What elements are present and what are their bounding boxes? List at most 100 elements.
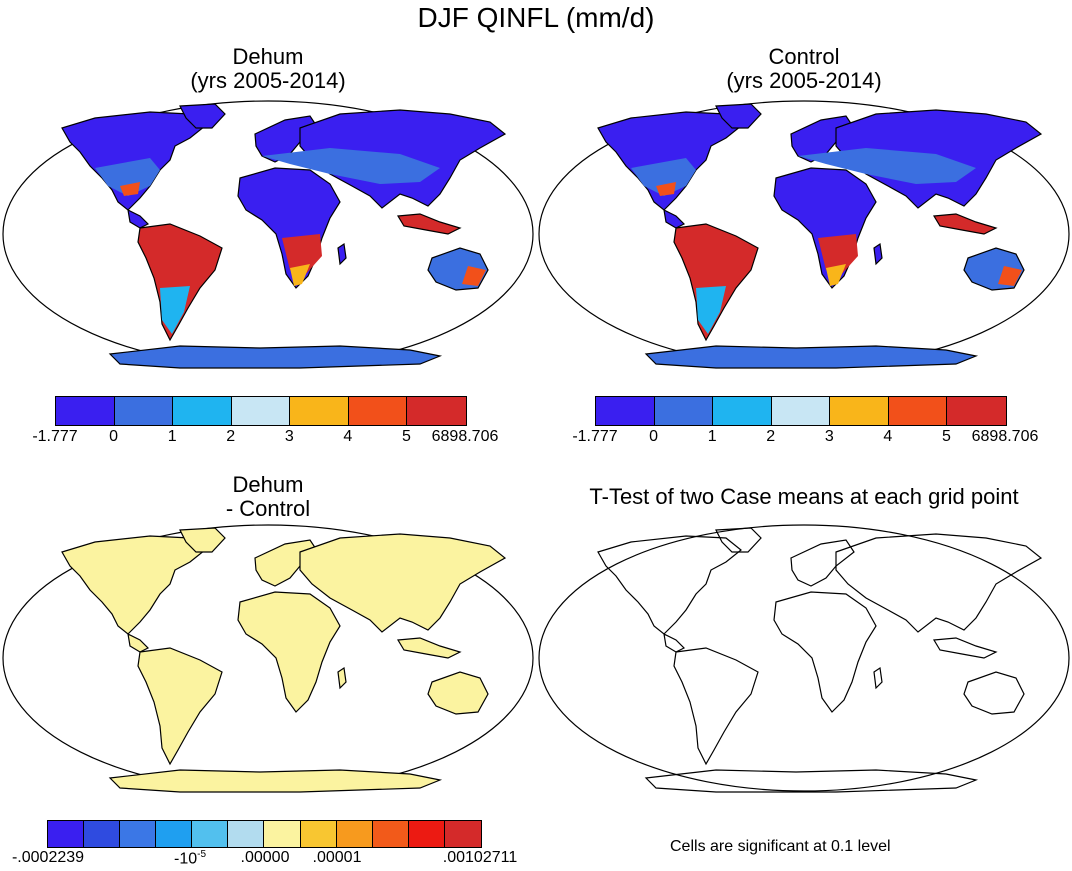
control-colorbar-swatch-1 — [654, 397, 714, 425]
diff-indonesia — [396, 637, 462, 659]
control-map-content — [538, 100, 1070, 369]
ttest-panel-title: T-Test of two Case means at each grid po… — [536, 485, 1072, 509]
diff-colorbar-swatch-4 — [192, 821, 229, 847]
control-title-line1: Control — [768, 44, 840, 69]
dehum-colorbar-swatch-3 — [231, 397, 291, 425]
dehum-colorbar-tick-0: -1.777 — [32, 428, 78, 445]
significance-note: Cells are significant at 0.1 level — [670, 838, 891, 855]
dehum-greenland — [179, 103, 226, 129]
diff-south-america — [137, 647, 223, 766]
ttest-europe — [790, 539, 855, 587]
ttest-map — [538, 524, 1070, 793]
dehum-north-america-se — [120, 182, 140, 196]
control-map — [538, 100, 1070, 369]
dehum-title-line1: Dehum — [232, 44, 304, 69]
ttest-antarctica — [644, 769, 979, 793]
ttest-central-america — [663, 632, 686, 653]
control-africa-south-edge — [826, 264, 846, 286]
control-south-america-south — [696, 286, 726, 334]
diff-madagascar — [337, 666, 347, 690]
control-north-america-band — [631, 158, 696, 196]
control-colorbar — [595, 396, 1007, 426]
dehum-colorbar-swatch-2 — [173, 397, 232, 425]
diff-tick-max: .00102711 — [442, 849, 518, 866]
diff-greenland — [179, 527, 226, 553]
ttest-asia — [835, 533, 1043, 633]
diff-colorbar-swatch-6 — [264, 821, 301, 847]
control-south-america — [673, 223, 759, 342]
diff-tick-neg-exp: -5 — [197, 849, 207, 860]
diff-map-content — [2, 524, 534, 793]
diff-colorbar — [47, 820, 482, 848]
control-north-america-se — [656, 182, 676, 196]
control-colorbar-tick-1: 0 — [649, 428, 659, 445]
dehum-australia-east — [462, 266, 486, 286]
dehum-north-america-band — [95, 158, 160, 196]
diff-colorbar-swatch-9 — [372, 821, 409, 847]
control-colorbar-tick-5: 4 — [883, 428, 893, 445]
diff-colorbar-swatch-1 — [84, 821, 121, 847]
dehum-madagascar — [337, 242, 347, 266]
dehum-colorbar-swatch-1 — [114, 397, 174, 425]
diff-colorbar-swatch-5 — [228, 821, 265, 847]
control-colorbar-swatch-3 — [771, 397, 831, 425]
diff-colorbar-swatch-3 — [156, 821, 193, 847]
ttest-indonesia — [932, 637, 998, 659]
dehum-africa-south-wet — [282, 234, 322, 276]
diff-tick-neg: -10-5 — [174, 849, 206, 868]
dehum-title-line2: (yrs 2005-2014) — [190, 68, 346, 93]
control-central-america — [663, 208, 686, 229]
dehum-colorbar-tick-6: 5 — [401, 428, 411, 445]
dehum-map — [2, 100, 534, 369]
control-colorbar-swatch-4 — [830, 397, 889, 425]
dehum-antarctica — [108, 345, 443, 369]
dehum-colorbar-tick-7: 6898.706 — [431, 428, 499, 445]
control-colorbar-tick-6: 5 — [941, 428, 951, 445]
control-greenland — [715, 103, 762, 129]
dehum-map-content — [2, 100, 534, 369]
control-africa-south-wet — [818, 234, 858, 276]
diff-colorbar-swatch-11 — [444, 821, 481, 847]
dehum-central-america — [127, 208, 150, 229]
dehum-colorbar-tick-3: 2 — [226, 428, 236, 445]
control-eurasia-band — [798, 148, 976, 184]
control-colorbar-tick-0: -1.777 — [572, 428, 618, 445]
ttest-greenland — [715, 527, 762, 553]
diff-title-line2: - Control — [225, 496, 311, 521]
control-australia-east — [998, 266, 1022, 286]
dehum-indonesia — [396, 213, 462, 235]
dehum-eurasia-band — [262, 148, 440, 184]
dehum-colorbar-tick-4: 3 — [284, 428, 294, 445]
dehum-colorbar — [55, 396, 467, 426]
diff-central-america — [127, 632, 150, 653]
diff-map — [2, 524, 534, 793]
diff-colorbar-swatch-7 — [300, 821, 337, 847]
diff-title-line1: Dehum — [232, 472, 304, 497]
diff-antarctica — [108, 769, 443, 793]
ttest-title: T-Test of two Case means at each grid po… — [589, 484, 1019, 509]
diff-colorbar-swatch-2 — [120, 821, 157, 847]
diff-tick-min: -.0002239 — [11, 849, 85, 866]
control-colorbar-tick-3: 2 — [766, 428, 776, 445]
control-colorbar-tick-2: 1 — [707, 428, 717, 445]
control-madagascar — [873, 242, 883, 266]
diff-colorbar-swatch-0 — [48, 821, 85, 847]
dehum-south-america-south — [160, 286, 190, 334]
control-title-line2: (yrs 2005-2014) — [726, 68, 882, 93]
diff-colorbar-swatch-10 — [408, 821, 445, 847]
diff-panel-title: Dehum - Control — [0, 473, 536, 521]
control-colorbar-swatch-0 — [596, 397, 655, 425]
diff-australia — [427, 671, 489, 715]
diff-tick-zero: .00000 — [240, 849, 290, 866]
ttest-north-america — [597, 535, 742, 635]
dehum-africa-south-edge — [290, 264, 310, 286]
control-panel-title: Control (yrs 2005-2014) — [536, 45, 1072, 93]
ttest-australia — [963, 671, 1025, 715]
dehum-colorbar-tick-1: 0 — [109, 428, 119, 445]
diff-tick-neg-base: -10 — [173, 850, 198, 868]
dehum-colorbar-swatch-5 — [348, 397, 408, 425]
dehum-colorbar-swatch-0 — [56, 397, 115, 425]
ttest-south-america — [673, 647, 759, 766]
control-colorbar-tick-4: 3 — [824, 428, 834, 445]
control-colorbar-swatch-5 — [888, 397, 948, 425]
